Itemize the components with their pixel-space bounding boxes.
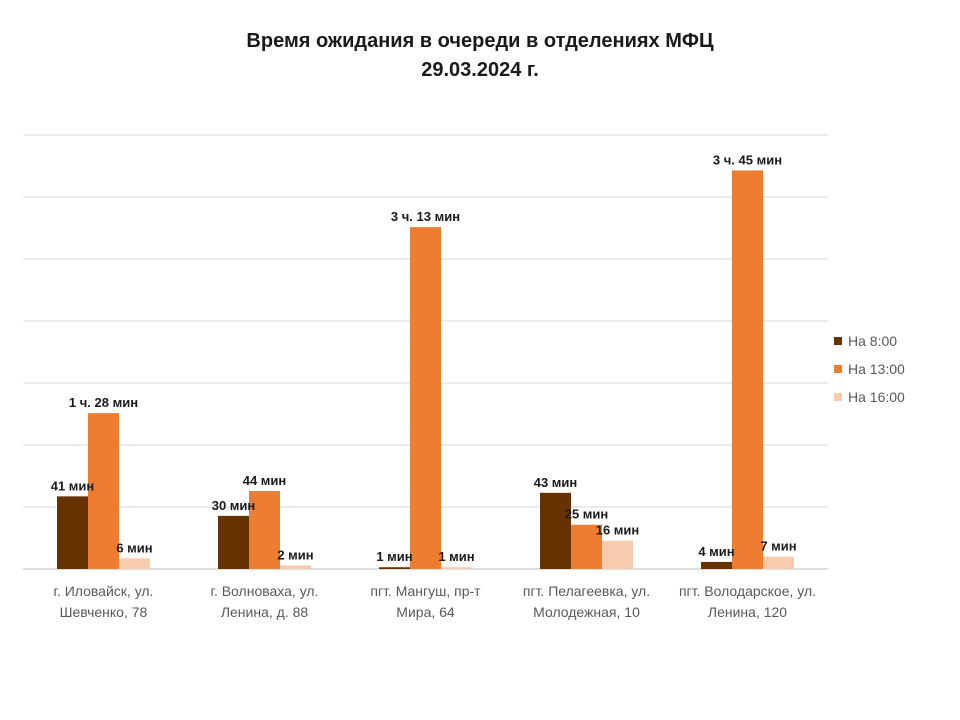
data-label: 16 мин: [596, 523, 640, 538]
data-label: 1 мин: [438, 549, 474, 564]
bar: [218, 515, 249, 569]
bar: [441, 567, 472, 569]
category-label: пгт. Володарское, ул. Ленина, 120: [679, 583, 816, 620]
bar: [57, 496, 88, 569]
category-label: пгт. Пелагеевка, ул. Молодежная, 10: [523, 583, 650, 620]
data-label: 1 ч. 28 мин: [69, 395, 138, 410]
category-label-line: г. Иловайск, ул.: [54, 583, 154, 599]
category-label-line: пгт. Володарское, ул.: [679, 583, 816, 599]
bars-group: [57, 170, 794, 569]
bar: [379, 567, 410, 569]
bar: [540, 492, 571, 569]
legend-swatch: [834, 365, 842, 373]
data-label: 6 мин: [116, 540, 152, 555]
category-label-line: Шевченко, 78: [60, 604, 148, 620]
category-label-line: г. Волноваха, ул.: [211, 583, 319, 599]
data-labels-group: 41 мин 1 ч. 28 мин 6 мин 30 мин 44 мин 2 мин 1…: [51, 152, 797, 564]
category-labels-group: г. Иловайск, ул. Шевченко, 78 г. Волноваха…: [54, 583, 816, 620]
chart-title-line-1: Время ожидания в очереди в отделениях МФ…: [246, 30, 714, 52]
category-label-line: пгт. Мангуш, пр-т: [370, 583, 481, 599]
data-label: 25 мин: [565, 507, 609, 522]
category-label-line: Ленина, 120: [708, 604, 787, 620]
category-label: г. Волноваха, ул. Ленина, д. 88: [211, 583, 319, 620]
bar: [571, 524, 602, 569]
category-label-line: пгт. Пелагеевка, ул.: [523, 583, 650, 599]
bar: [732, 170, 763, 569]
legend-label: На 16:00: [848, 389, 905, 405]
category-label-line: Мира, 64: [396, 604, 455, 620]
data-label: 2 мин: [277, 547, 313, 562]
category-label-line: Молодежная, 10: [533, 604, 640, 620]
legend-swatch: [834, 337, 842, 345]
bar: [410, 227, 441, 569]
category-label: г. Иловайск, ул. Шевченко, 78: [54, 583, 154, 620]
legend-label: На 13:00: [848, 361, 905, 377]
legend-label: На 8:00: [848, 333, 897, 349]
legend: На 8:00 На 13:00 На 16:00: [834, 333, 905, 405]
category-label: пгт. Мангуш, пр-т Мира, 64: [370, 583, 481, 620]
bar: [119, 558, 150, 569]
data-label: 44 мин: [243, 473, 287, 488]
data-label: 41 мин: [51, 478, 95, 493]
bar: [701, 561, 732, 569]
data-label: 1 мин: [376, 549, 412, 564]
data-label: 4 мин: [698, 544, 734, 559]
data-label: 30 мин: [212, 498, 256, 513]
data-label: 43 мин: [534, 475, 578, 490]
category-label-line: Ленина, д. 88: [221, 604, 309, 620]
bar: [280, 565, 311, 569]
data-label: 7 мин: [760, 539, 796, 554]
data-label: 3 ч. 45 мин: [713, 152, 782, 167]
legend-swatch: [834, 393, 842, 401]
chart-title-line-2: 29.03.2024 г.: [421, 59, 539, 81]
bar: [602, 540, 633, 569]
data-label: 3 ч. 13 мин: [391, 209, 460, 224]
bar: [763, 556, 794, 569]
bar: [249, 491, 280, 569]
bar: [88, 413, 119, 569]
